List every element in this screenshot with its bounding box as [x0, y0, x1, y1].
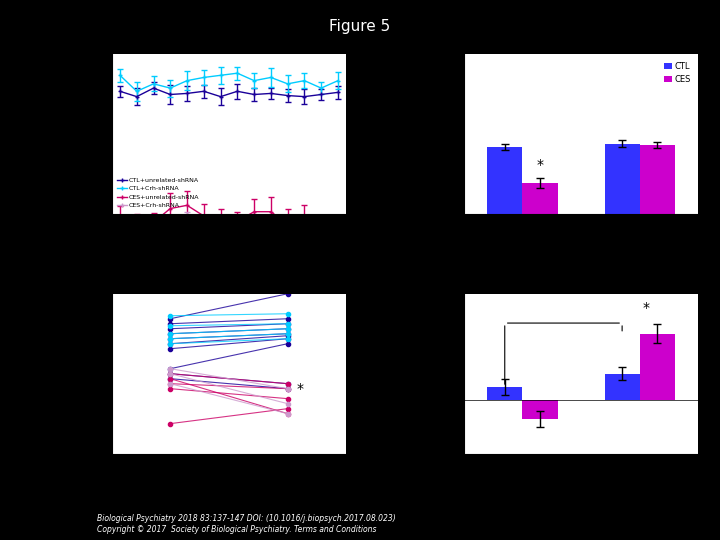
Text: Copyright © 2017  Society of Biological Psychiatry. Terms and Conditions: Copyright © 2017 Society of Biological P…	[97, 525, 377, 534]
Bar	[605, 144, 639, 437]
Text: *: *	[297, 382, 304, 396]
Y-axis label: Sucrose Consumption (mL): Sucrose Consumption (mL)	[76, 313, 86, 435]
Y-axis label: % Change in Sucrose Consumption: % Change in Sucrose Consumption	[422, 294, 431, 453]
Text: B: B	[412, 34, 423, 49]
X-axis label: Day: Day	[220, 238, 238, 248]
Text: C: C	[60, 274, 71, 289]
Bar	[487, 387, 522, 400]
Y-axis label: Sucrose Consumption (mL): Sucrose Consumption (mL)	[76, 73, 86, 195]
Text: Biological Psychiatry 2018 83:137-147 DOI: (10.1016/j.biopsych.2017.08.023): Biological Psychiatry 2018 83:137-147 DO…	[97, 514, 396, 523]
Legend: CTL, CES: CTL, CES	[660, 58, 694, 87]
Text: *: *	[536, 158, 544, 172]
Bar	[522, 183, 557, 437]
Text: Figure 5: Figure 5	[329, 19, 391, 34]
Text: *: *	[360, 164, 367, 179]
Bar	[522, 400, 557, 419]
Bar	[639, 145, 675, 437]
Bar	[639, 334, 675, 400]
Text: D: D	[412, 274, 425, 289]
Text: *: *	[642, 301, 649, 315]
Y-axis label: Daily Sucrose Consumption (mL): Daily Sucrose Consumption (mL)	[429, 60, 438, 208]
Legend: CTL+unrelated-shRNA, CTL+Crh-shRNA, CES+unrelated-shRNA, CES+Crh-shRNA: CTL+unrelated-shRNA, CTL+Crh-shRNA, CES+…	[114, 175, 202, 211]
Text: A: A	[60, 34, 72, 49]
Bar	[487, 147, 522, 437]
Bar	[605, 374, 639, 400]
